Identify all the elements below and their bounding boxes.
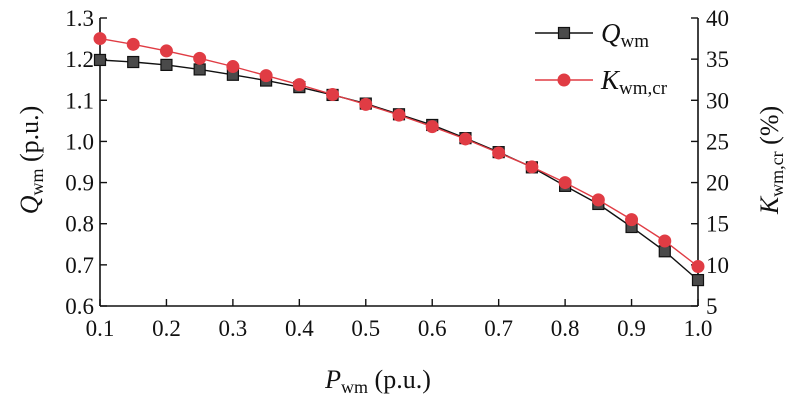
data-point (625, 213, 639, 227)
data-point (392, 108, 406, 122)
x-tick-label: 0.8 (551, 316, 580, 341)
left-y-tick-label: 0.9 (65, 171, 94, 196)
legend-label: Qwm (601, 18, 649, 52)
x-tick-label: 1.0 (684, 316, 713, 341)
series-layer (93, 32, 705, 287)
data-point (193, 51, 207, 65)
right-y-tick-label: 40 (706, 6, 729, 31)
x-axis-label-sub: wm (341, 377, 368, 397)
left-y-tick-label: 1.0 (65, 129, 94, 154)
left-y-tick-label: 1.2 (65, 47, 94, 72)
x-tick-label: 0.9 (617, 316, 646, 341)
x-axis-label: Pwm (p.u.) (324, 365, 431, 397)
data-point (525, 160, 539, 174)
left-y-tick-label: 1.1 (65, 88, 94, 113)
x-axis-label-unit: (p.u.) (368, 365, 431, 394)
left-y-tick-label: 0.8 (65, 212, 94, 237)
data-point (126, 37, 140, 51)
data-point (492, 146, 506, 160)
right-y-tick-label: 10 (706, 253, 729, 278)
data-point (127, 55, 140, 69)
right-y-tick-label: 35 (706, 47, 729, 72)
right-y-tick-label: 25 (706, 129, 729, 154)
x-tick-label: 0.7 (484, 316, 513, 341)
axes (99, 18, 699, 307)
x-tick-label: 0.5 (351, 316, 380, 341)
data-point (259, 69, 273, 83)
legend-item: Kwm,cr (535, 65, 668, 99)
left-y-tick-label: 0.6 (65, 294, 94, 319)
left-y-axis-label-unit: (p.u.) (15, 106, 44, 169)
x-tick-label: 0.2 (152, 316, 181, 341)
data-point (359, 97, 373, 111)
data-point (93, 53, 107, 67)
left-y-axis-label: Qwm (p.u.) (15, 106, 47, 215)
data-point (558, 176, 572, 190)
data-point (193, 63, 206, 76)
left-y-axis-label-main: Q (15, 195, 44, 214)
x-tick-label: 0.1 (86, 316, 115, 341)
data-point (160, 58, 173, 72)
right-y-tick-label: 15 (706, 212, 729, 237)
legend-marker (557, 73, 571, 87)
legend: Qwm Kwm,cr (535, 18, 668, 99)
data-point (691, 273, 705, 287)
series-k-wmcr (93, 32, 705, 274)
right-y-axis-ticks: 5 10 15 20 25 30 35 40 (691, 6, 729, 319)
x-tick-label: 0.4 (285, 316, 314, 341)
right-y-tick-label: 5 (706, 294, 718, 319)
legend-marker (557, 26, 571, 40)
right-y-axis-label: Kwm,cr (%) (755, 106, 787, 215)
right-y-axis-label-main: K (755, 195, 784, 215)
legend-label: Kwm,cr (600, 65, 668, 99)
data-point (458, 132, 472, 146)
right-y-axis-label-unit: (%) (755, 106, 784, 151)
data-point (691, 260, 705, 274)
x-axis-ticks: 0.1 0.2 0.3 0.4 0.5 0.6 0.7 0.8 0.9 1.0 (86, 299, 713, 341)
left-y-axis-ticks: 0.6 0.7 0.8 0.9 1.0 1.1 1.2 1.3 (65, 6, 107, 319)
left-y-tick-label: 1.3 (65, 6, 94, 31)
right-y-tick-label: 30 (706, 88, 729, 113)
data-point (591, 193, 605, 207)
data-point (425, 120, 439, 134)
x-tick-label: 0.3 (219, 316, 248, 341)
right-y-axis-label-sub: wm,cr (767, 151, 787, 196)
data-point (292, 78, 306, 92)
data-point (658, 234, 672, 248)
x-axis-label-main: P (324, 365, 341, 394)
data-point (226, 60, 240, 74)
left-y-axis-label-sub: wm (27, 169, 47, 196)
x-tick-label: 0.6 (418, 316, 447, 341)
right-y-tick-label: 20 (706, 171, 729, 196)
data-point (93, 32, 107, 46)
data-point (159, 44, 173, 58)
left-y-tick-label: 0.7 (65, 253, 94, 278)
data-point (326, 88, 340, 102)
legend-item: Qwm (535, 18, 649, 52)
